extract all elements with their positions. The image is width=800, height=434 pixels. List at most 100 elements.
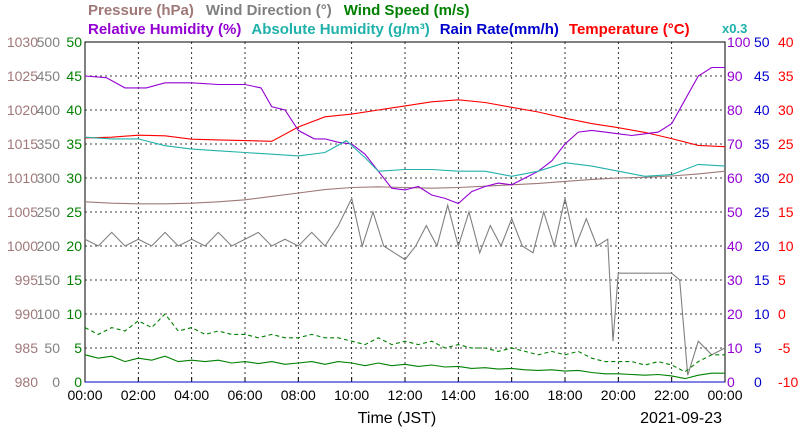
y-tick-wind-direction: 150 bbox=[37, 272, 61, 288]
legend-row-2: Relative Humidity (%) Absolute Humidity (… bbox=[88, 21, 690, 38]
y-tick-wind-speed: 5 bbox=[74, 340, 82, 356]
series-temperature bbox=[84, 99, 726, 148]
y-tick-temperature: 5 bbox=[778, 272, 786, 288]
y-tick-rain-rate: 30 bbox=[754, 170, 770, 186]
y-tick-wind-direction: 450 bbox=[37, 68, 61, 84]
y-tick-wind-speed: 20 bbox=[66, 238, 82, 254]
y-tick-wind-direction: 300 bbox=[37, 170, 61, 186]
y-tick-pressure: 990 bbox=[15, 306, 39, 322]
y-tick-pressure: 1020 bbox=[7, 102, 38, 118]
y-tick-pressure: 985 bbox=[15, 340, 39, 356]
y-tick-humidity: 80 bbox=[727, 102, 743, 118]
y-tick-wind-direction: 350 bbox=[37, 136, 61, 152]
y-tick-rain-rate: 15 bbox=[754, 272, 770, 288]
y-tick-wind-direction: 500 bbox=[37, 34, 61, 50]
y-tick-pressure: 1015 bbox=[7, 136, 38, 152]
y-tick-pressure: 1025 bbox=[7, 68, 38, 84]
date-label: 2021-09-23 bbox=[640, 410, 722, 427]
legend-row-1: Pressure (hPa) Wind Direction (°) Wind Spe… bbox=[88, 2, 469, 19]
x-axis-label: Time (JST) bbox=[358, 410, 437, 427]
y-tick-humidity: 20 bbox=[727, 306, 743, 322]
x-tick-label: 02:00 bbox=[121, 387, 156, 403]
y-tick-temperature: 10 bbox=[778, 238, 794, 254]
legend-item: Wind Direction (°) bbox=[206, 2, 332, 19]
x-tick-label: 12:00 bbox=[387, 387, 422, 403]
y-tick-humidity: 90 bbox=[727, 68, 743, 84]
series-wind-speed-max bbox=[84, 313, 725, 373]
y-tick-wind-speed: 30 bbox=[66, 170, 82, 186]
series-wind-direction bbox=[84, 196, 726, 376]
y-axes: 9809859909951000100510101015102010251030… bbox=[7, 34, 799, 390]
series-layer bbox=[84, 66, 726, 383]
y-tick-rain-rate: 25 bbox=[754, 204, 770, 220]
y-tick-humidity: 10 bbox=[727, 340, 743, 356]
y-tick-wind-speed: 0 bbox=[74, 374, 82, 390]
y-tick-pressure: 980 bbox=[15, 374, 39, 390]
x-tick-label: 20:00 bbox=[601, 387, 636, 403]
y-tick-pressure: 995 bbox=[15, 272, 39, 288]
y-tick-rain-rate: 35 bbox=[754, 136, 770, 152]
y-tick-wind-direction: 200 bbox=[37, 238, 61, 254]
y-tick-temperature: 0 bbox=[778, 306, 786, 322]
y-tick-rain-rate: 5 bbox=[754, 340, 762, 356]
y-tick-humidity: 70 bbox=[727, 136, 743, 152]
y-tick-wind-speed: 40 bbox=[66, 102, 82, 118]
y-tick-rain-rate: 10 bbox=[754, 306, 770, 322]
x-tick-label: 04:00 bbox=[174, 387, 209, 403]
y-tick-rain-rate: 0 bbox=[754, 374, 762, 390]
y-tick-temperature: 15 bbox=[778, 204, 794, 220]
y-tick-temperature: -5 bbox=[778, 340, 791, 356]
y-tick-wind-speed: 10 bbox=[66, 306, 82, 322]
y-tick-wind-direction: 250 bbox=[37, 204, 61, 220]
y-tick-wind-speed: 25 bbox=[66, 204, 82, 220]
y-tick-pressure: 1005 bbox=[7, 204, 38, 220]
legend-item: Rain Rate(mm/h) bbox=[440, 21, 559, 38]
y-tick-humidity: 0 bbox=[727, 374, 735, 390]
x-tick-label: 18:00 bbox=[547, 387, 582, 403]
y-tick-humidity: 60 bbox=[727, 170, 743, 186]
legend-item: Wind Speed (m/s) bbox=[344, 2, 470, 19]
x-tick-label: 08:00 bbox=[281, 387, 316, 403]
legend-item: Relative Humidity (%) bbox=[88, 21, 241, 38]
y-tick-pressure: 1030 bbox=[7, 34, 38, 50]
y-tick-temperature: 40 bbox=[778, 34, 794, 50]
y-tick-humidity: 100 bbox=[727, 34, 751, 50]
legend-item: Absolute Humidity (g/m³) bbox=[251, 21, 429, 38]
y-tick-rain-rate: 45 bbox=[754, 68, 770, 84]
y-tick-humidity: 50 bbox=[727, 204, 743, 220]
y-tick-temperature: 25 bbox=[778, 136, 794, 152]
grid bbox=[85, 42, 725, 382]
legend-item: Temperature (°C) bbox=[569, 21, 690, 38]
y-tick-pressure: 1000 bbox=[7, 238, 38, 254]
x-tick-label: 16:00 bbox=[494, 387, 529, 403]
y-tick-wind-direction: 400 bbox=[37, 102, 61, 118]
x-tick-label: 06:00 bbox=[227, 387, 262, 403]
y-tick-temperature: 30 bbox=[778, 102, 794, 118]
x-tick-label: 00:00 bbox=[67, 387, 102, 403]
y-tick-pressure: 1010 bbox=[7, 170, 38, 186]
legend-item: Pressure (hPa) bbox=[88, 2, 194, 19]
y-tick-humidity: 40 bbox=[727, 238, 743, 254]
y-tick-wind-speed: 15 bbox=[66, 272, 82, 288]
y-tick-humidity: 30 bbox=[727, 272, 743, 288]
series-relative-humidity bbox=[84, 66, 725, 205]
y-tick-rain-rate: 40 bbox=[754, 102, 770, 118]
x-tick-label: 22:00 bbox=[654, 387, 689, 403]
y-tick-temperature: 20 bbox=[778, 170, 794, 186]
series-wind-speed-avg bbox=[84, 354, 725, 380]
y-tick-rain-rate: 50 bbox=[754, 34, 770, 50]
x-axis: 00:00 02:00 04:00 06:00 08:00 10:00 12:00 14:00… bbox=[67, 377, 743, 403]
y-tick-temperature: -10 bbox=[778, 374, 798, 390]
x-tick-label: 14:00 bbox=[441, 387, 476, 403]
y-tick-temperature: 35 bbox=[778, 68, 794, 84]
y-tick-wind-speed: 35 bbox=[66, 136, 82, 152]
y-tick-rain-rate: 20 bbox=[754, 238, 770, 254]
y-tick-wind-direction: 50 bbox=[44, 340, 60, 356]
y-tick-wind-direction: 100 bbox=[37, 306, 61, 322]
series-pressure bbox=[84, 170, 726, 205]
series-absolute-humidity bbox=[84, 136, 726, 177]
scale-note: x0.3 bbox=[722, 21, 747, 36]
x-tick-label: 00:00 bbox=[707, 387, 742, 403]
x-tick-label: 10:00 bbox=[334, 387, 369, 403]
